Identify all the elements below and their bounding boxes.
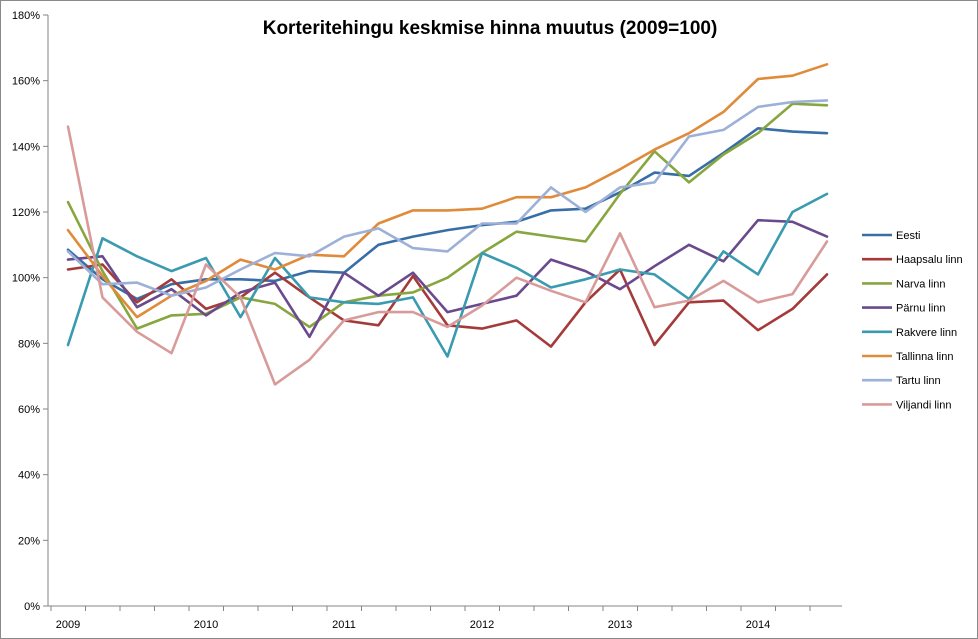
x-tick-label: 2011 — [332, 619, 356, 631]
series-line-pärnu-linn — [66, 218, 829, 339]
series-line-viljandi-linn — [66, 125, 829, 386]
y-tick-label: 140% — [12, 141, 40, 153]
y-tick-label: 60% — [18, 404, 40, 416]
chart-title: Korteritehingu keskmise hinna muutus (20… — [263, 18, 718, 39]
series-line-rakvere-linn — [66, 192, 829, 358]
legend-label: Tartu linn — [896, 375, 941, 387]
series-line-narva-linn — [66, 102, 829, 330]
y-tick-label: 20% — [18, 535, 40, 547]
y-tick-label: 40% — [18, 470, 40, 482]
y-axis: 0% 20% 40% 60% 80% 100% 120% 140% 160% 180% — [12, 10, 49, 613]
legend-label: Haapsalu linn — [896, 254, 963, 266]
x-tick-label: 2014 — [746, 619, 770, 631]
series-line-haapsalu-linn — [66, 263, 829, 348]
legend-label: Pärnu linn — [896, 303, 946, 315]
series-lines — [66, 63, 829, 386]
x-tick-label: 2010 — [194, 619, 218, 631]
series-line-tartu-linn — [66, 99, 829, 298]
x-tick-label: 2012 — [470, 619, 494, 631]
y-tick-label: 80% — [18, 338, 40, 350]
x-tick-label: 2009 — [56, 619, 80, 631]
x-axis: 2009 2010 2011 2012 2013 2014 — [48, 605, 842, 631]
legend-label: Rakvere linn — [896, 327, 957, 339]
y-tick-label: 100% — [12, 273, 40, 285]
series-line-tallinna-linn — [66, 63, 829, 319]
legend-label: Eesti — [896, 230, 920, 242]
y-tick-label: 120% — [12, 207, 40, 219]
y-tick-label: 160% — [12, 76, 40, 88]
x-tick-label: 2013 — [608, 619, 632, 631]
legend-label: Viljandi linn — [896, 399, 951, 411]
y-tick-label: 180% — [12, 10, 40, 22]
series-line-eesti — [66, 127, 829, 301]
legend: Eesti Haapsalu linn Narva linn Pärnu linn Ra… — [862, 230, 963, 411]
legend-label: Narva linn — [896, 278, 946, 290]
legend-label: Tallinna linn — [896, 351, 953, 363]
y-tick-label: 0% — [24, 601, 40, 613]
